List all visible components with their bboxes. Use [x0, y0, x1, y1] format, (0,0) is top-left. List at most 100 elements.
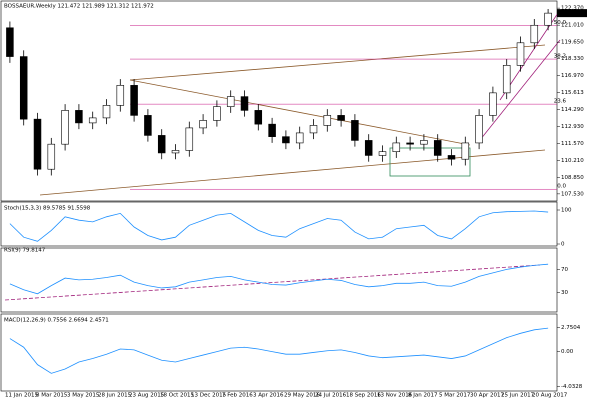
candle-body — [185, 127, 194, 151]
candle-body — [116, 85, 125, 106]
x-tick-label: 11 Jan 2015 — [5, 393, 38, 399]
candle-body — [295, 132, 304, 144]
candle-body — [447, 155, 456, 160]
x-tick-label: 5 Mar 2017 — [439, 393, 471, 399]
candle-body — [33, 118, 42, 170]
y-tick-label: 119.650 — [561, 40, 584, 46]
trendline — [39, 149, 546, 196]
candle-body — [171, 150, 180, 154]
y-tick-label: 100 — [561, 208, 572, 214]
candle-body — [337, 115, 345, 121]
x-tick-label: 8 Jan 2017 — [408, 393, 438, 399]
y-tick-label: 30 — [561, 290, 568, 296]
candle-body — [19, 56, 28, 120]
candle-body — [544, 12, 552, 26]
y-tick-label: 0 — [561, 242, 565, 248]
candle-body — [240, 96, 249, 111]
fib-label: 50.0 — [554, 20, 567, 26]
candle-body — [254, 110, 263, 125]
x-tick-label: 8 Mar 2015 — [36, 393, 68, 399]
candle-body — [420, 140, 428, 145]
last-price-box — [557, 9, 587, 18]
x-tick-label: 29 May 2016 — [284, 393, 320, 399]
candle-body — [323, 115, 332, 126]
y-tick-label: 111.570 — [561, 141, 584, 147]
panel-title: MACD(12,26,9) 0.7556 2.6694 2.4571 — [4, 318, 109, 324]
candle-body — [61, 110, 69, 145]
candle-body — [433, 140, 442, 156]
candle-body — [282, 136, 290, 144]
y-tick-label: 118.330 — [561, 56, 584, 62]
panel-title: Stoch(15,3,3) 89.5785 91.5598 — [4, 206, 91, 212]
price-panel — [0, 0, 558, 202]
y-tick-label: 112.930 — [561, 124, 584, 130]
candle-body — [406, 142, 414, 145]
candle-body — [75, 110, 83, 124]
y-tick-label: 2.7504 — [561, 325, 581, 331]
y-tick-label: 115.613 — [561, 90, 584, 96]
candle-body — [130, 85, 138, 116]
candle-body — [530, 24, 539, 44]
x-tick-label: 3 May 2015 — [67, 393, 100, 399]
candle-body — [351, 120, 359, 141]
candle-body — [309, 125, 318, 134]
candle-body — [461, 142, 470, 160]
candle-body — [502, 65, 511, 94]
candle-body — [157, 135, 166, 154]
x-tick-label: 18 Sep 2016 — [346, 393, 381, 399]
fib-label: 0.0 — [557, 184, 566, 190]
candle-body — [47, 143, 56, 170]
y-tick-label: 114.290 — [561, 107, 584, 113]
candle-body — [88, 117, 97, 124]
rsi-panel — [0, 247, 558, 313]
macd-panel — [0, 313, 558, 392]
x-tick-label: 13 Dec 2015 — [191, 393, 227, 399]
x-tick-label: 24 Jul 2016 — [315, 393, 347, 399]
candle-body — [268, 123, 276, 137]
x-tick-label: 30 Apr 2017 — [470, 393, 505, 399]
x-tick-label: 23 Aug 2015 — [129, 393, 165, 399]
x-tick-label: 25 Jun 2017 — [501, 393, 535, 399]
y-tick-label: -4.0328 — [561, 384, 583, 390]
y-tick-label: 110.210 — [561, 158, 584, 164]
trendline — [129, 79, 471, 146]
candle-body — [226, 96, 235, 107]
indicator-line — [9, 327, 549, 374]
candle-body — [489, 92, 497, 116]
y-tick-label: 122.370 — [561, 6, 584, 12]
y-tick-label: 107.530 — [561, 191, 584, 197]
candle-body — [364, 140, 373, 156]
candle-body — [392, 142, 401, 152]
box — [389, 147, 471, 177]
indicator-line — [9, 210, 549, 242]
x-tick-label: 20 Aug 2017 — [532, 393, 568, 399]
y-tick-label: 121.010 — [561, 23, 584, 29]
x-tick-label: 28 Jun 2015 — [98, 393, 132, 399]
header: BOSSAEUR,Weekly 121.472 121.989 121.312 … — [4, 4, 154, 10]
candle-body — [516, 42, 525, 66]
x-tick-label: 3 Apr 2016 — [253, 393, 284, 399]
candle-body — [213, 106, 221, 121]
candle-body — [6, 27, 14, 57]
y-tick-label: 108.850 — [561, 175, 584, 181]
y-tick-label: 70 — [561, 267, 568, 273]
indicator-line — [9, 263, 549, 295]
last-price-label: 121.972 — [561, 11, 584, 17]
x-tick-label: 7 Feb 2016 — [222, 393, 253, 399]
x-tick-label: 13 Nov 2016 — [377, 393, 413, 399]
fib-label: 38.2 — [554, 54, 566, 60]
rsi-trendline — [4, 264, 541, 301]
fib-label: 23.6 — [554, 99, 567, 105]
y-tick-label: 0.00 — [561, 349, 574, 355]
trendline — [129, 44, 546, 81]
panel-title: RSI(9) 79.8147 — [4, 248, 46, 254]
candle-body — [102, 105, 111, 119]
x-tick-label: 18 Oct 2015 — [160, 393, 195, 399]
candle-body — [475, 115, 483, 144]
y-tick-label: 116.970 — [561, 73, 584, 79]
stoch-panel — [0, 201, 558, 247]
candle-body — [199, 120, 207, 129]
channel — [479, 39, 561, 141]
